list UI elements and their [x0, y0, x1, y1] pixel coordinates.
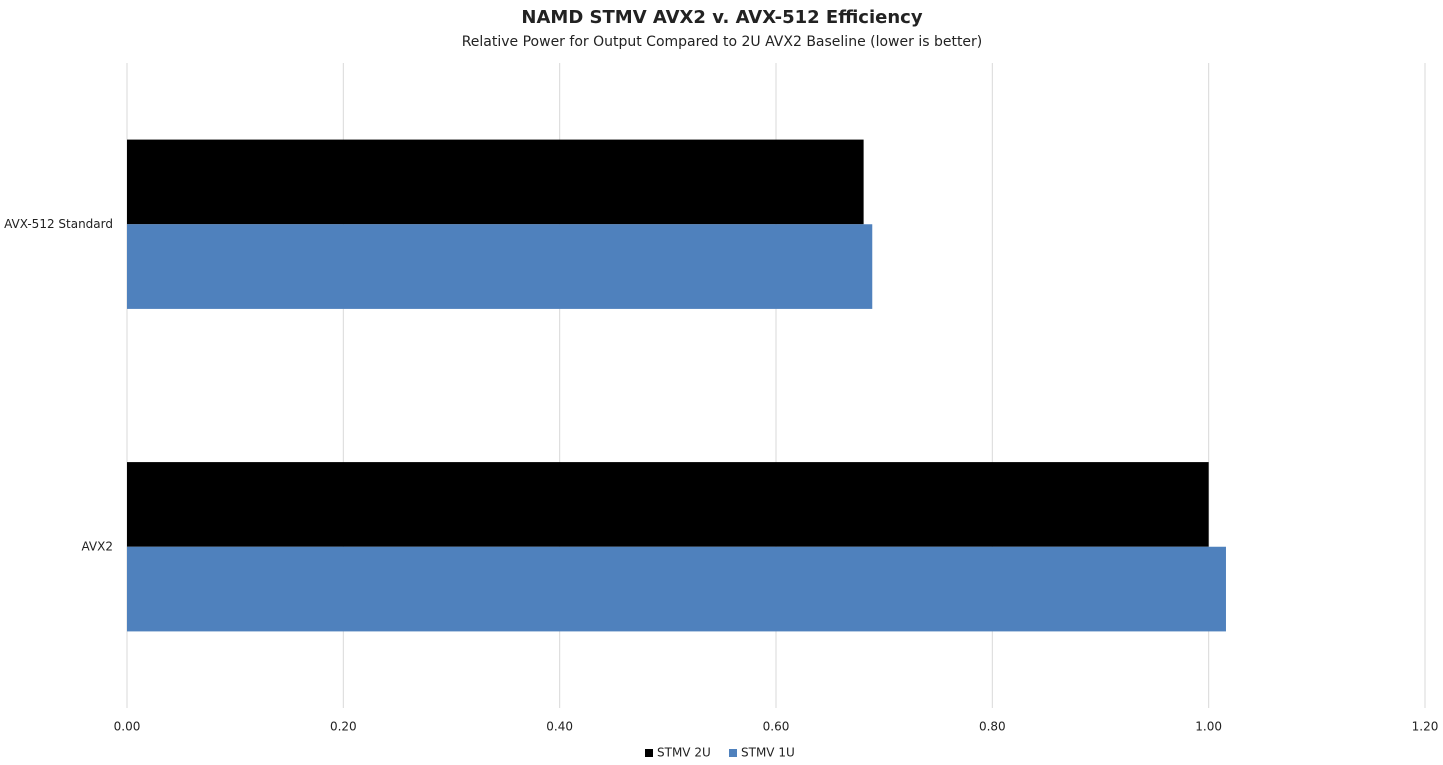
- x-tick-label: 0.20: [330, 720, 357, 734]
- y-tick-label: AVX2: [81, 539, 113, 553]
- x-tick-label: 1.20: [1412, 720, 1439, 734]
- x-tick-label: 0.80: [979, 720, 1006, 734]
- legend-label: STMV 2U: [657, 746, 711, 760]
- chart-subtitle: Relative Power for Output Compared to 2U…: [462, 34, 983, 50]
- bar: [127, 546, 1226, 632]
- chart-title: NAMD STMV AVX2 v. AVX-512 Efficiency: [521, 7, 922, 28]
- x-tick-label: 0.40: [546, 720, 573, 734]
- x-tick-label: 1.00: [1195, 720, 1222, 734]
- bar: [127, 139, 864, 225]
- bar: [127, 462, 1209, 547]
- legend-label: STMV 1U: [741, 746, 795, 760]
- x-tick-label: 0.00: [114, 720, 141, 734]
- legend-swatch: [645, 749, 653, 757]
- x-tick-label: 0.60: [763, 720, 790, 734]
- y-tick-label: AVX-512 Standard: [4, 217, 113, 231]
- legend-swatch: [729, 749, 737, 757]
- bar: [127, 224, 873, 309]
